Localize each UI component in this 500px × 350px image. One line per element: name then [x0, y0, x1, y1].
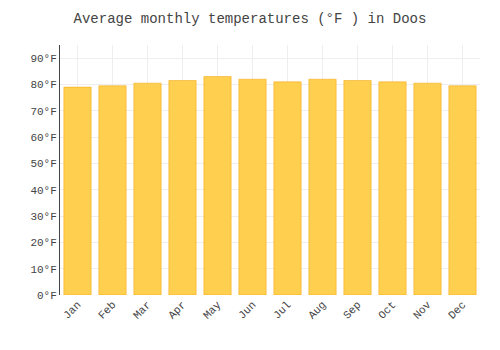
svg-text:90°F: 90°F: [30, 53, 56, 65]
svg-text:Apr: Apr: [166, 299, 188, 321]
svg-text:Nov: Nov: [411, 299, 434, 322]
svg-text:Sep: Sep: [341, 299, 363, 321]
svg-text:70°F: 70°F: [30, 106, 56, 118]
svg-text:May: May: [201, 299, 224, 322]
svg-text:30°F: 30°F: [30, 211, 56, 223]
svg-text:Oct: Oct: [376, 299, 398, 321]
svg-text:Jul: Jul: [271, 299, 293, 321]
svg-text:20°F: 20°F: [30, 237, 56, 249]
svg-text:80°F: 80°F: [30, 79, 56, 91]
svg-text:Mar: Mar: [131, 299, 153, 321]
svg-text:40°F: 40°F: [30, 185, 56, 197]
svg-text:10°F: 10°F: [30, 264, 56, 276]
svg-text:Aug: Aug: [306, 299, 328, 321]
svg-text:0°F: 0°F: [37, 290, 57, 302]
svg-text:Dec: Dec: [446, 299, 468, 321]
svg-text:Jan: Jan: [61, 299, 83, 321]
svg-text:Feb: Feb: [96, 299, 118, 321]
svg-text:Jun: Jun: [236, 299, 258, 321]
svg-text:Average monthly temperatures (: Average monthly temperatures (°F ) in Do…: [74, 11, 427, 27]
svg-text:60°F: 60°F: [30, 132, 56, 144]
svg-text:50°F: 50°F: [30, 158, 56, 170]
